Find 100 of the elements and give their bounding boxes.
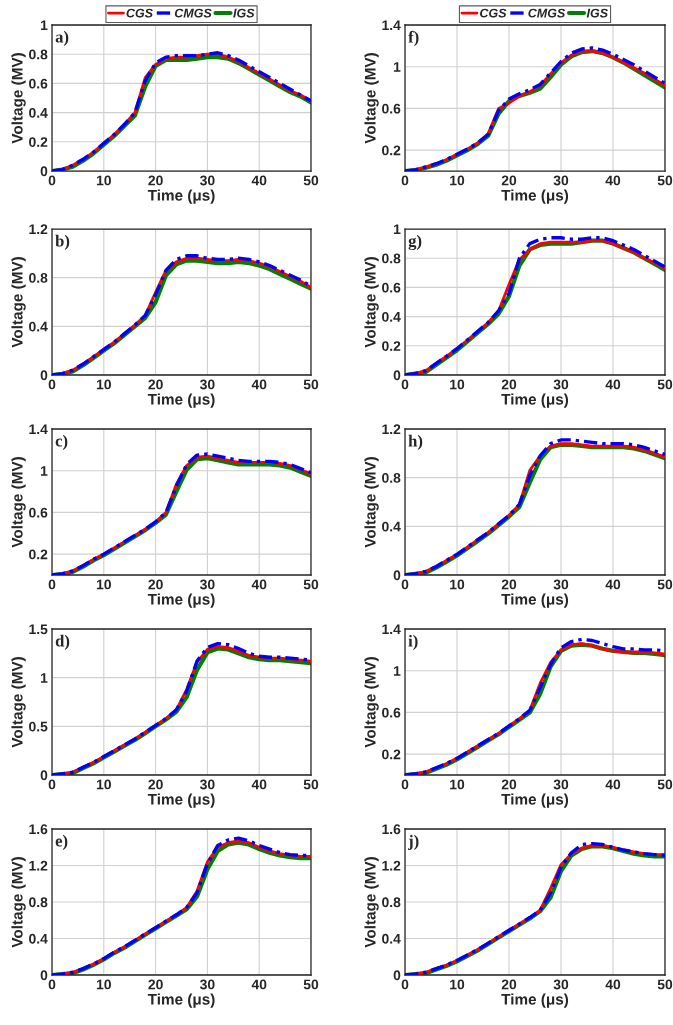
x-tick-label: 0 — [401, 979, 409, 990]
y-tick-label: 0 — [393, 570, 401, 581]
x-axis-title: Time (μs) — [147, 793, 215, 808]
y-tick-label: 1 — [40, 20, 48, 31]
x-tick-label: 50 — [303, 175, 319, 186]
y-axis-title: Voltage (MV) — [11, 53, 26, 144]
x-tick-label: 0 — [401, 175, 409, 186]
x-tick-label: 50 — [303, 579, 319, 590]
annotation: h) — [408, 434, 423, 450]
x-tick-label: 20 — [501, 779, 517, 790]
x-axis-title: Time (μs) — [501, 993, 569, 1008]
x-tick-label: 20 — [501, 979, 517, 990]
x-tick-label: 50 — [657, 979, 673, 990]
x-tick-label: 30 — [200, 175, 215, 186]
x-tick-label: 30 — [553, 379, 569, 390]
x-tick-label: 40 — [605, 379, 621, 390]
y-tick-label: 0 — [40, 770, 48, 781]
x-tick-label: 40 — [251, 579, 267, 590]
x-axis-title: Time (μs) — [147, 993, 215, 1008]
x-tick-label: 30 — [553, 979, 569, 990]
y-tick-label: 0.2 — [382, 749, 401, 760]
y-axis-title: Voltage (MV) — [11, 257, 26, 348]
x-tick-label: 0 — [48, 979, 56, 990]
y-tick-label: 0.4 — [29, 107, 48, 118]
y-tick-label: 1.4 — [382, 20, 401, 31]
y-tick-label: 1.2 — [29, 860, 48, 871]
y-tick-label: 1.2 — [382, 860, 401, 871]
y-tick-label: 0.6 — [29, 507, 48, 518]
x-tick-label: 40 — [251, 379, 267, 390]
legend-label: CGS — [480, 8, 507, 18]
y-tick-label: 0.6 — [29, 78, 48, 89]
x-axis-title: Time (μs) — [147, 189, 215, 204]
y-tick-label: 0.4 — [29, 933, 48, 944]
y-tick-label: 0 — [393, 370, 401, 381]
x-tick-label: 10 — [96, 579, 111, 590]
x-tick-label: 30 — [553, 779, 569, 790]
x-tick-label: 30 — [200, 579, 215, 590]
y-tick-label: 1 — [40, 466, 48, 476]
x-tick-label: 10 — [450, 579, 465, 590]
x-tick-label: 20 — [148, 379, 163, 390]
y-tick-label: 0.4 — [382, 521, 401, 532]
y-tick-label: 1 — [393, 666, 401, 676]
x-tick-label: 40 — [251, 979, 267, 990]
x-tick-label: 20 — [501, 175, 517, 186]
x-tick-label: 0 — [401, 779, 409, 790]
y-tick-label: 0.2 — [382, 341, 401, 351]
x-tick-label: 40 — [605, 979, 621, 990]
x-tick-label: 30 — [553, 175, 569, 186]
x-tick-label: 40 — [605, 779, 621, 790]
y-tick-label: 1 — [393, 224, 401, 235]
x-tick-label: 30 — [200, 779, 215, 790]
x-tick-label: 50 — [657, 175, 673, 186]
legend-label: CGS — [126, 8, 153, 18]
y-tick-label: 0.8 — [29, 897, 48, 908]
y-tick-label: 1.4 — [29, 424, 48, 435]
annotation: e) — [55, 834, 68, 850]
annotation: g) — [408, 234, 422, 251]
y-tick-label: 0.4 — [382, 311, 401, 322]
y-tick-label: 1.2 — [29, 224, 48, 235]
x-tick-label: 30 — [553, 579, 569, 590]
x-tick-label: 10 — [450, 175, 465, 186]
x-tick-label: 0 — [48, 379, 56, 390]
annotation: i) — [408, 634, 418, 650]
x-tick-label: 10 — [450, 979, 465, 990]
y-axis-title: Voltage (MV) — [11, 657, 26, 748]
y-tick-label: 0.6 — [382, 282, 401, 293]
y-tick-label: 1.6 — [382, 824, 401, 835]
x-tick-label: 0 — [48, 579, 56, 590]
x-tick-label: 0 — [401, 579, 409, 590]
x-tick-label: 20 — [148, 979, 163, 990]
y-tick-label: 0.8 — [382, 473, 401, 483]
x-tick-label: 20 — [148, 175, 163, 186]
y-axis-title: Voltage (MV) — [11, 857, 26, 948]
y-tick-label: 0 — [393, 970, 401, 981]
x-tick-label: 50 — [657, 579, 673, 590]
x-tick-label: 50 — [303, 379, 319, 390]
y-tick-label: 0.6 — [382, 103, 401, 114]
x-tick-label: 20 — [148, 579, 163, 590]
y-axis-title: Voltage (MV) — [364, 857, 379, 948]
y-tick-label: 0 — [40, 370, 48, 381]
y-tick-label: 0.4 — [382, 933, 401, 944]
annotation: a) — [55, 30, 69, 46]
y-tick-label: 0.8 — [29, 273, 48, 283]
y-tick-label: 0 — [40, 970, 48, 981]
y-tick-label: 0.4 — [29, 321, 48, 332]
x-tick-label: 40 — [251, 175, 267, 186]
x-tick-label: 40 — [605, 579, 621, 590]
annotation: d) — [55, 634, 70, 650]
y-tick-label: 0.8 — [382, 253, 401, 264]
x-axis-title: Time (μs) — [501, 593, 569, 608]
y-axis-title: Voltage (MV) — [11, 457, 26, 548]
x-tick-label: 30 — [200, 979, 215, 990]
y-tick-label: 1 — [40, 673, 48, 683]
legend-label: IGS — [233, 8, 255, 18]
legend-label: CMGS — [528, 8, 566, 18]
y-axis-title: Voltage (MV) — [364, 257, 379, 348]
x-tick-label: 0 — [48, 779, 56, 790]
x-axis-title: Time (μs) — [147, 393, 215, 408]
y-tick-label: 1.2 — [382, 424, 401, 435]
y-tick-label: 1.5 — [29, 624, 48, 635]
